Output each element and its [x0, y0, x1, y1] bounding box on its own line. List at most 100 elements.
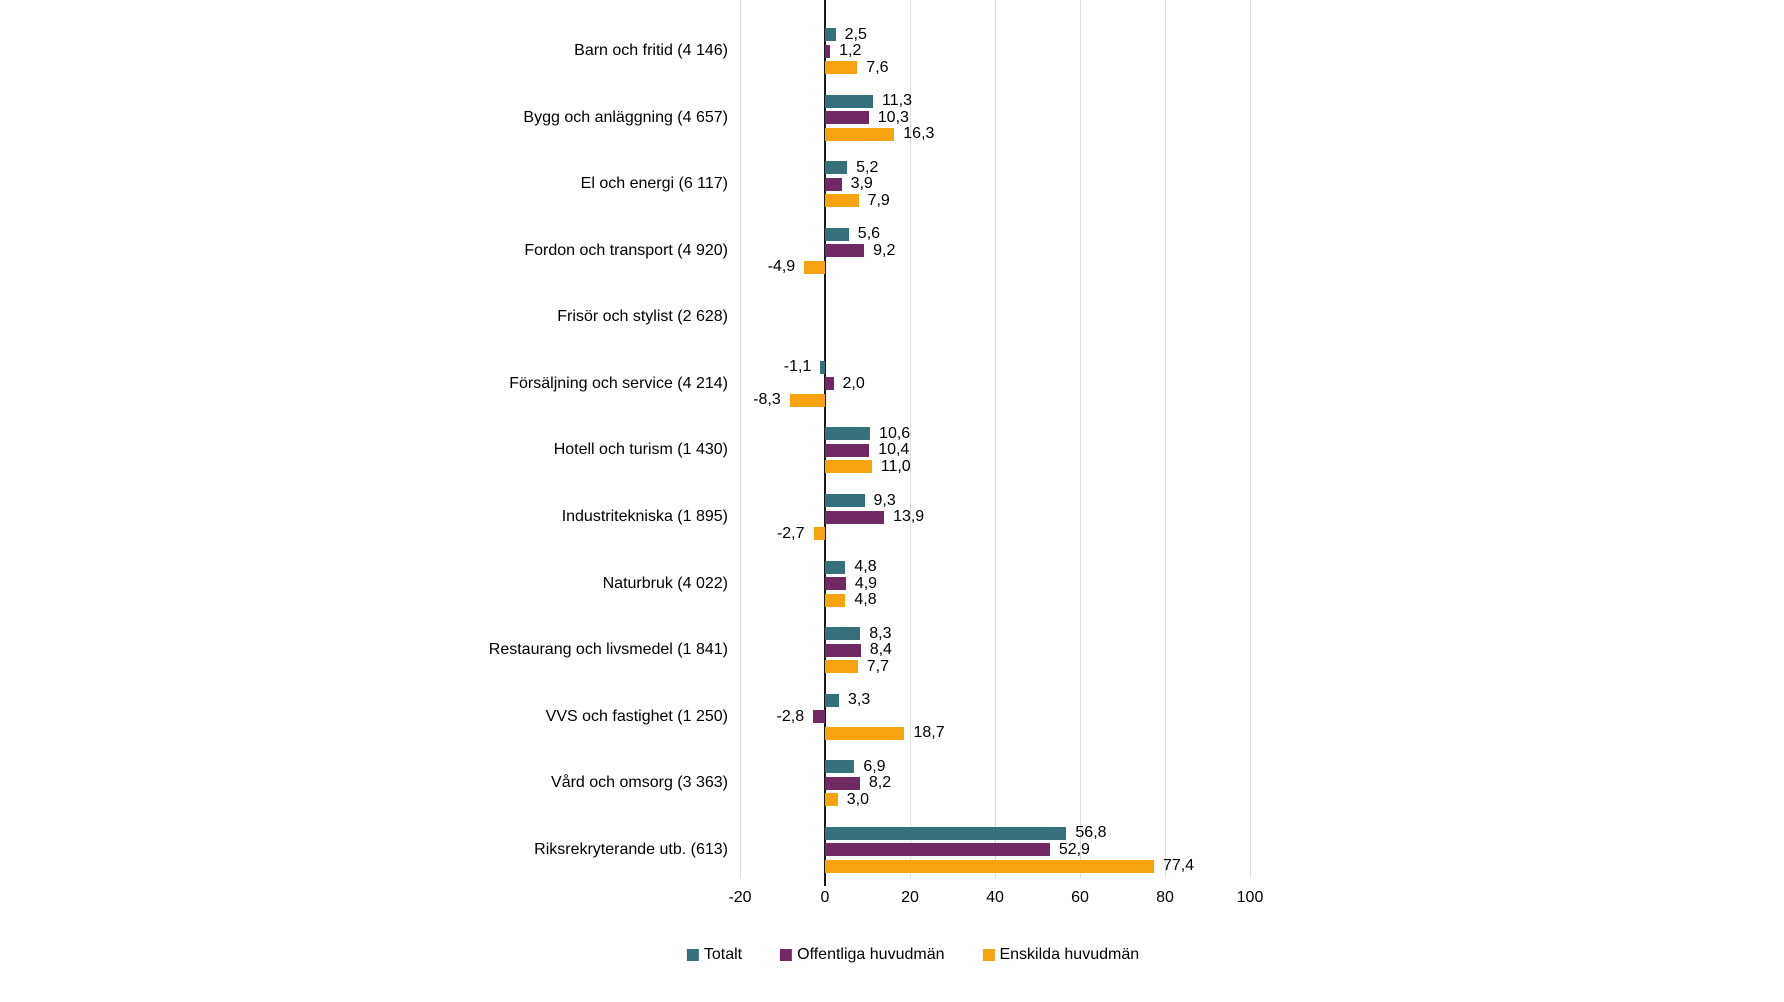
bar-enskilda-huvudm-n — [789, 393, 825, 407]
bar-value-label: 8,3 — [869, 624, 892, 642]
bar-totalt — [825, 627, 861, 641]
bar-totalt — [825, 227, 849, 241]
bar-value-label: 52,9 — [1058, 840, 1090, 858]
bar-value-label: 11,3 — [882, 92, 912, 110]
bar-offentliga-huvudm-n — [825, 244, 865, 258]
bar-offentliga-huvudm-n — [825, 177, 842, 191]
category-label: Riksrekryterande utb. (613) — [534, 840, 728, 858]
category-label: Hotell och turism (1 430) — [553, 441, 728, 459]
bar-value-label: 1,2 — [839, 42, 862, 59]
bar-offentliga-huvudm-n — [825, 843, 1050, 857]
x-tick-label: 40 — [986, 889, 1004, 906]
grid-line — [1249, 0, 1251, 878]
grid-line — [909, 0, 911, 878]
category-label: Industritekniska (1 895) — [561, 508, 728, 526]
bar-value-label: 9,3 — [873, 491, 896, 509]
bar-totalt — [825, 760, 855, 774]
category-label: VVS och fastighet (1 250) — [545, 707, 728, 725]
bar-value-label: 4,8 — [854, 558, 877, 576]
bar-enskilda-huvudm-n — [825, 859, 1154, 873]
grid-line — [1079, 0, 1081, 878]
bar-offentliga-huvudm-n — [813, 710, 825, 724]
bar-value-label: 13,9 — [893, 508, 925, 526]
bar-value-label: 10,3 — [877, 108, 909, 126]
legend-swatch-icon — [780, 948, 793, 961]
category-label: Naturbruk (4 022) — [602, 574, 728, 592]
bar-value-label: -4,9 — [767, 258, 796, 276]
legend-item-offentliga-huvudm-n: Offentliga huvudmän — [780, 945, 944, 964]
bar-totalt — [825, 28, 836, 41]
bar-value-label: 3,9 — [850, 175, 873, 193]
legend-label: Totalt — [703, 946, 743, 963]
bar-offentliga-huvudm-n — [825, 111, 869, 125]
bar-totalt — [825, 560, 846, 574]
bar-value-label: 3,0 — [846, 790, 869, 808]
bar-value-label: -1,1 — [783, 358, 812, 376]
zero-axis-line — [824, 0, 826, 886]
bar-value-label: 8,2 — [868, 774, 892, 792]
bar-enskilda-huvudm-n — [825, 660, 858, 674]
bar-value-label: -2,7 — [776, 524, 805, 542]
x-tick-label: -20 — [728, 889, 752, 906]
bar-value-label: 7,6 — [866, 58, 889, 76]
legend-item-enskilda-huvudm-n: Enskilda huvudmän — [982, 945, 1139, 964]
legend-item-totalt: Totalt — [686, 945, 743, 964]
bar-totalt — [825, 494, 865, 508]
bar-value-label: 56,8 — [1075, 824, 1107, 842]
x-tick-label: 0 — [820, 889, 830, 906]
bar-enskilda-huvudm-n — [825, 460, 872, 474]
bar-enskilda-huvudm-n — [804, 260, 825, 274]
x-tick-label: 100 — [1236, 889, 1264, 906]
category-label: Frisör och stylist (2 628) — [557, 308, 728, 326]
bar-totalt — [820, 360, 825, 374]
bar-value-label: 2,0 — [842, 374, 865, 392]
bar-totalt — [825, 94, 874, 108]
bar-value-label: 4,8 — [854, 591, 877, 609]
bar-totalt — [825, 693, 840, 707]
bar-value-label: -2,8 — [776, 707, 805, 725]
chart-legend: Totalt Offentliga huvudmän Enskilda huvudm… — [686, 945, 1139, 964]
bar-value-label: 10,6 — [879, 424, 911, 442]
bar-value-label: 5,6 — [857, 225, 881, 243]
bar-enskilda-huvudm-n — [825, 593, 846, 607]
bar-offentliga-huvudm-n — [825, 44, 831, 58]
bar-offentliga-huvudm-n — [825, 577, 846, 591]
bar-value-label: 10,4 — [878, 441, 910, 459]
grid-line — [994, 0, 996, 878]
legend-swatch-icon — [686, 948, 699, 961]
bar-offentliga-huvudm-n — [825, 510, 885, 524]
bar-offentliga-huvudm-n — [825, 776, 860, 790]
bar-value-label: 18,7 — [913, 724, 945, 742]
category-label: Vård och omsorg (3 363) — [551, 774, 728, 792]
bar-value-label: 7,9 — [867, 191, 890, 209]
bar-value-label: 6,9 — [863, 757, 886, 775]
bar-value-label: 77,4 — [1162, 857, 1195, 875]
bar-offentliga-huvudm-n — [825, 377, 834, 391]
bar-value-label: 9,2 — [873, 241, 896, 259]
category-label: El och energi (6 117) — [580, 175, 728, 193]
bar-offentliga-huvudm-n — [825, 643, 861, 657]
bar-value-label: 8,4 — [869, 641, 892, 659]
category-label: Bygg och anläggning (4 657) — [523, 108, 728, 126]
bar-value-label: 2,5 — [844, 25, 867, 43]
bar-value-label: 5,2 — [856, 158, 879, 176]
bar-enskilda-huvudm-n — [813, 527, 825, 541]
bar-offentliga-huvudm-n — [825, 443, 870, 457]
bar-totalt — [825, 161, 848, 175]
bar-enskilda-huvudm-n — [825, 194, 859, 208]
bar-enskilda-huvudm-n — [825, 726, 905, 740]
bar-value-label: 3,3 — [848, 691, 871, 709]
bar-value-label: -8,3 — [753, 391, 781, 409]
bar-enskilda-huvudm-n — [825, 127, 895, 141]
bar-value-label: 4,9 — [854, 574, 878, 592]
bar-totalt — [825, 826, 1067, 840]
bar-enskilda-huvudm-n — [825, 61, 858, 74]
bar-totalt — [825, 427, 871, 441]
x-tick-label: 20 — [901, 889, 919, 906]
legend-label: Offentliga huvudmän — [797, 946, 945, 963]
grid-line — [739, 0, 741, 878]
category-label: Barn och fritid (4 146) — [574, 42, 728, 59]
category-label: Fordon och transport (4 920) — [524, 241, 728, 259]
legend-label: Enskilda huvudmän — [999, 946, 1140, 963]
